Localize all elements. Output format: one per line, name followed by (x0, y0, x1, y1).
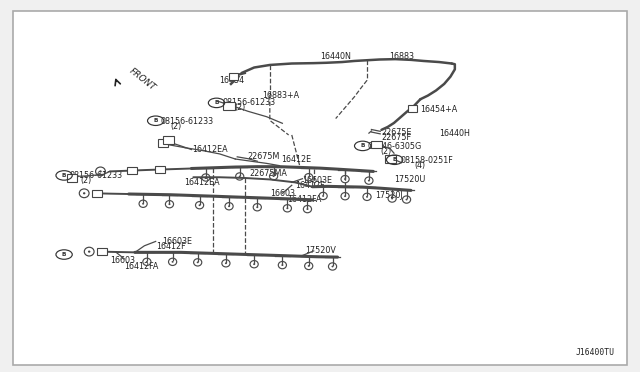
Text: 17520V: 17520V (305, 246, 336, 256)
Ellipse shape (88, 250, 90, 253)
Text: 16603E: 16603E (303, 176, 332, 185)
Ellipse shape (308, 265, 310, 267)
Text: B: B (360, 143, 365, 148)
Text: 08156-61233: 08156-61233 (222, 98, 275, 108)
Ellipse shape (344, 178, 346, 180)
Text: 16412EA: 16412EA (192, 145, 228, 154)
Text: 16412F: 16412F (295, 181, 324, 190)
Text: B: B (62, 252, 67, 257)
Text: 08146-6305G: 08146-6305G (367, 142, 422, 151)
Bar (223, 102, 235, 110)
Ellipse shape (172, 261, 173, 263)
Text: B: B (392, 157, 397, 162)
Bar (408, 105, 417, 112)
Bar (371, 141, 382, 148)
Text: FRONT: FRONT (127, 66, 157, 92)
Text: 17520U: 17520U (394, 175, 426, 184)
Bar (67, 174, 77, 182)
Ellipse shape (142, 203, 144, 205)
Text: 16603E: 16603E (162, 237, 192, 246)
Ellipse shape (198, 204, 200, 206)
Ellipse shape (99, 170, 102, 173)
Text: J16400TU: J16400TU (576, 347, 615, 357)
Text: 16883+A: 16883+A (262, 91, 300, 100)
Text: 22675MA: 22675MA (250, 169, 287, 178)
Text: 22675E: 22675E (381, 128, 412, 137)
Ellipse shape (307, 208, 308, 210)
Text: 16454: 16454 (220, 76, 244, 85)
Text: 16412EA: 16412EA (184, 178, 220, 187)
Text: 16412FA: 16412FA (287, 195, 322, 203)
Text: 16440N: 16440N (320, 52, 351, 61)
FancyBboxPatch shape (13, 11, 627, 365)
Text: 16603: 16603 (111, 256, 136, 265)
Text: 08156-61233: 08156-61233 (69, 171, 122, 180)
Text: 16883: 16883 (389, 52, 414, 61)
Ellipse shape (322, 195, 324, 197)
Ellipse shape (228, 205, 230, 207)
Bar (158, 140, 168, 147)
Text: 22675F: 22675F (381, 133, 412, 142)
Text: 16412F: 16412F (156, 243, 186, 251)
Ellipse shape (196, 262, 198, 263)
Ellipse shape (273, 175, 275, 177)
Text: 16412E: 16412E (281, 154, 311, 164)
Ellipse shape (146, 261, 148, 263)
Text: 16412FA: 16412FA (124, 262, 159, 271)
Ellipse shape (368, 180, 370, 182)
Ellipse shape (168, 203, 170, 205)
Text: (4): (4) (414, 161, 425, 170)
Text: (2): (2) (81, 176, 92, 185)
Text: 16454+A: 16454+A (420, 105, 458, 114)
Ellipse shape (332, 266, 333, 267)
Ellipse shape (286, 208, 289, 209)
Bar (97, 248, 107, 255)
Ellipse shape (205, 177, 207, 179)
Text: 16440H: 16440H (439, 129, 470, 138)
Text: (2): (2) (171, 122, 182, 131)
Text: 08158-0251F: 08158-0251F (400, 156, 453, 165)
Bar (229, 73, 238, 80)
Bar (127, 167, 137, 174)
Ellipse shape (308, 176, 310, 178)
Bar (163, 136, 174, 144)
Ellipse shape (344, 195, 346, 197)
Ellipse shape (239, 176, 241, 177)
Ellipse shape (391, 198, 393, 199)
Text: 22675M: 22675M (247, 152, 280, 161)
Text: 16603: 16603 (270, 189, 295, 198)
Ellipse shape (256, 206, 259, 208)
Bar (92, 190, 102, 197)
Text: B: B (154, 118, 158, 123)
Text: 08156-61233: 08156-61233 (161, 116, 214, 126)
Text: (2): (2) (380, 147, 392, 156)
Text: 17520J: 17520J (375, 191, 403, 200)
Text: B: B (62, 173, 67, 178)
Text: (2): (2) (235, 103, 246, 112)
Bar (385, 155, 396, 163)
Ellipse shape (406, 199, 408, 201)
Ellipse shape (253, 263, 255, 265)
Ellipse shape (83, 192, 85, 195)
Ellipse shape (225, 262, 227, 264)
Bar (155, 166, 165, 173)
Text: B: B (214, 100, 219, 105)
Ellipse shape (282, 264, 284, 266)
Ellipse shape (366, 196, 368, 198)
